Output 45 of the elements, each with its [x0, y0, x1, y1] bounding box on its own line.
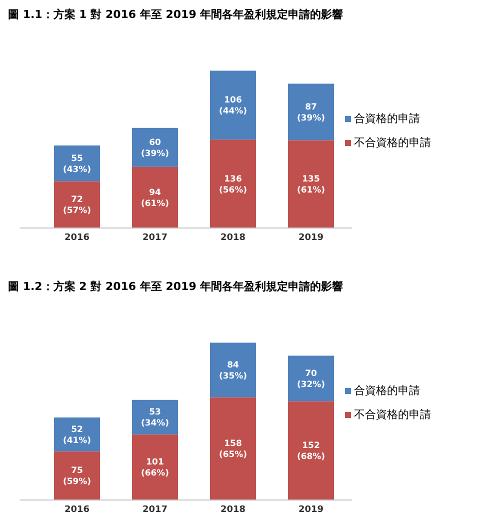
- data-label: 158 (65%): [218, 439, 248, 460]
- bar: [288, 356, 334, 402]
- data-label: 135 (61%): [296, 174, 326, 196]
- x-tick-label: 2019: [298, 505, 324, 515]
- data-label: 52 (41%): [62, 424, 92, 446]
- bar: [288, 84, 334, 140]
- data-label: 152 (68%): [296, 441, 326, 462]
- bar: [132, 434, 178, 500]
- bar: [54, 181, 100, 228]
- x-tick-label: 2017: [142, 505, 168, 515]
- data-label: 101 (66%): [140, 458, 170, 479]
- x-tick-label: 2016: [64, 233, 90, 243]
- chart-title: 圖 1.2：方案 2 對 2016 年至 2019 年間各年盈利規定申請的影響: [8, 280, 344, 293]
- bar: [288, 140, 334, 228]
- bar: [288, 401, 334, 500]
- legend-label: 不合資格的申請: [354, 136, 431, 149]
- legend-label: 合資格的申請: [354, 384, 420, 397]
- x-tick-label: 2017: [142, 233, 168, 243]
- bar: [210, 397, 256, 500]
- bar: [132, 128, 178, 167]
- bar: [210, 140, 256, 228]
- data-label: 136 (56%): [218, 174, 248, 196]
- data-label: 87 (39%): [296, 102, 326, 124]
- data-label: 70 (32%): [296, 368, 326, 390]
- x-tick-label: 2018: [220, 505, 246, 515]
- bar: [54, 451, 100, 500]
- data-label: 94 (61%): [140, 188, 170, 209]
- data-label: 53 (34%): [140, 408, 170, 429]
- bar: [132, 166, 178, 228]
- bar: [210, 342, 256, 398]
- data-label: 75 (59%): [62, 466, 92, 488]
- data-label: 106 (44%): [218, 96, 248, 117]
- chart-title: 圖 1.1：方案 1 對 2016 年至 2019 年間各年盈利規定申請的影響: [8, 8, 344, 21]
- data-label: 84 (35%): [218, 360, 248, 382]
- x-tick-label: 2016: [64, 505, 90, 515]
- legend-label: 合資格的申請: [354, 112, 420, 125]
- bar: [54, 417, 100, 452]
- x-tick-label: 2019: [298, 233, 324, 243]
- x-tick-label: 2018: [220, 233, 246, 243]
- legend-label: 不合資格的申請: [354, 408, 431, 421]
- bar: [132, 400, 178, 434]
- data-label: 55 (43%): [62, 154, 92, 175]
- data-label: 60 (39%): [140, 138, 170, 159]
- data-label: 72 (57%): [62, 195, 92, 216]
- bar: [210, 70, 256, 140]
